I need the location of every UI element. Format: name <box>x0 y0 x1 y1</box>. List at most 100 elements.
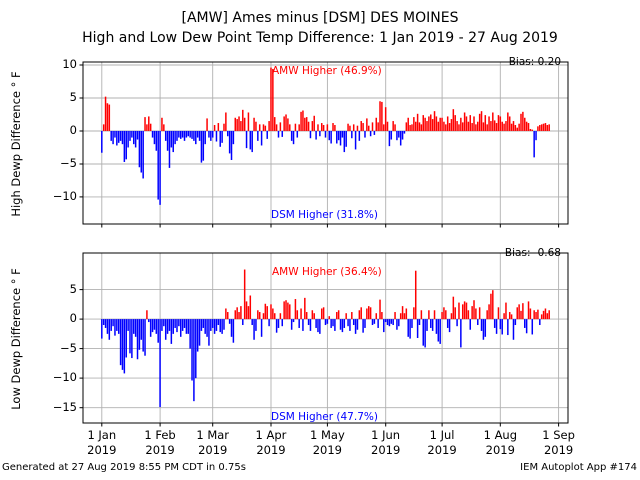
bar <box>185 319 188 334</box>
bar <box>386 319 389 326</box>
bar <box>204 130 206 145</box>
bar <box>285 114 287 131</box>
bar <box>413 117 415 131</box>
bar <box>354 130 357 150</box>
bar <box>469 115 471 131</box>
bar <box>136 319 139 360</box>
bar <box>315 319 317 328</box>
bar <box>264 125 267 131</box>
bar <box>471 306 473 320</box>
bar <box>272 308 274 320</box>
bar <box>480 319 483 331</box>
bar <box>127 130 129 148</box>
bar <box>430 319 432 328</box>
bar <box>243 117 246 131</box>
bar <box>200 130 203 163</box>
bar <box>505 121 507 131</box>
x-tick-label: 1 Jun 2019 <box>371 428 401 457</box>
bar <box>345 130 347 147</box>
bar <box>133 319 135 334</box>
y-tick-label: −10 <box>52 188 77 203</box>
bar <box>181 130 184 138</box>
bar <box>461 122 464 131</box>
bar <box>336 130 338 144</box>
bar <box>279 313 282 320</box>
bar <box>213 125 216 131</box>
bar <box>161 117 163 131</box>
app-credit: IEM Autoplot App #174 <box>520 462 637 473</box>
bar <box>339 130 342 146</box>
bar <box>117 319 120 334</box>
bar <box>198 319 201 346</box>
bar <box>131 130 133 138</box>
bar <box>390 319 393 324</box>
bar <box>168 130 171 168</box>
x-tick-label: 1 May 2019 <box>310 428 345 457</box>
bar <box>204 319 206 334</box>
bar <box>213 319 216 334</box>
bar <box>463 112 466 131</box>
bar <box>178 130 180 138</box>
bar <box>151 130 154 138</box>
bar <box>486 124 488 131</box>
bar <box>275 124 278 131</box>
bar <box>411 124 413 131</box>
bar <box>255 121 257 131</box>
bar <box>168 319 171 331</box>
bar <box>373 319 376 324</box>
bar <box>499 319 502 330</box>
bar <box>183 319 186 328</box>
bar <box>516 307 518 320</box>
bar <box>258 124 261 131</box>
bar <box>292 319 295 323</box>
bar <box>486 310 488 320</box>
bar <box>475 308 477 320</box>
bar <box>123 130 126 162</box>
bar <box>336 312 338 320</box>
bar <box>136 130 139 140</box>
annotation-amw-higher-top: AMW Higher (46.9%) <box>272 65 382 77</box>
plot-frame <box>82 61 569 225</box>
bar <box>319 130 321 137</box>
chart-title-line2: High and Low Dew Point Temp Difference: … <box>82 30 558 46</box>
bar <box>189 130 191 138</box>
bar <box>187 130 190 137</box>
bar <box>287 118 289 131</box>
bar <box>403 313 406 320</box>
bar <box>443 121 445 131</box>
bar <box>225 308 227 320</box>
bar <box>431 319 434 331</box>
bar <box>208 130 210 138</box>
bar <box>164 130 167 141</box>
bar <box>529 308 532 320</box>
bar <box>384 319 387 323</box>
bar <box>238 116 240 131</box>
bar <box>390 130 393 140</box>
bar <box>371 319 374 326</box>
bar <box>452 109 455 131</box>
bar <box>116 130 118 146</box>
bar <box>388 130 391 147</box>
bar <box>422 115 424 131</box>
bar <box>324 130 327 138</box>
bar <box>183 130 186 141</box>
bar <box>240 306 242 320</box>
bar <box>144 319 146 356</box>
bar <box>157 130 159 200</box>
bar <box>426 319 428 331</box>
bar <box>535 130 537 141</box>
bar <box>140 319 143 340</box>
bar <box>125 319 127 358</box>
bar <box>236 307 238 320</box>
x-tick-label: 1 Sep 2019 <box>542 428 575 457</box>
bar <box>290 130 293 141</box>
bar <box>367 125 370 131</box>
bar <box>525 121 528 131</box>
bar <box>166 130 169 151</box>
bar <box>196 130 199 138</box>
bar <box>159 319 161 408</box>
bar <box>307 121 310 131</box>
bar <box>375 117 378 131</box>
bar <box>116 319 118 331</box>
bar <box>260 130 263 146</box>
